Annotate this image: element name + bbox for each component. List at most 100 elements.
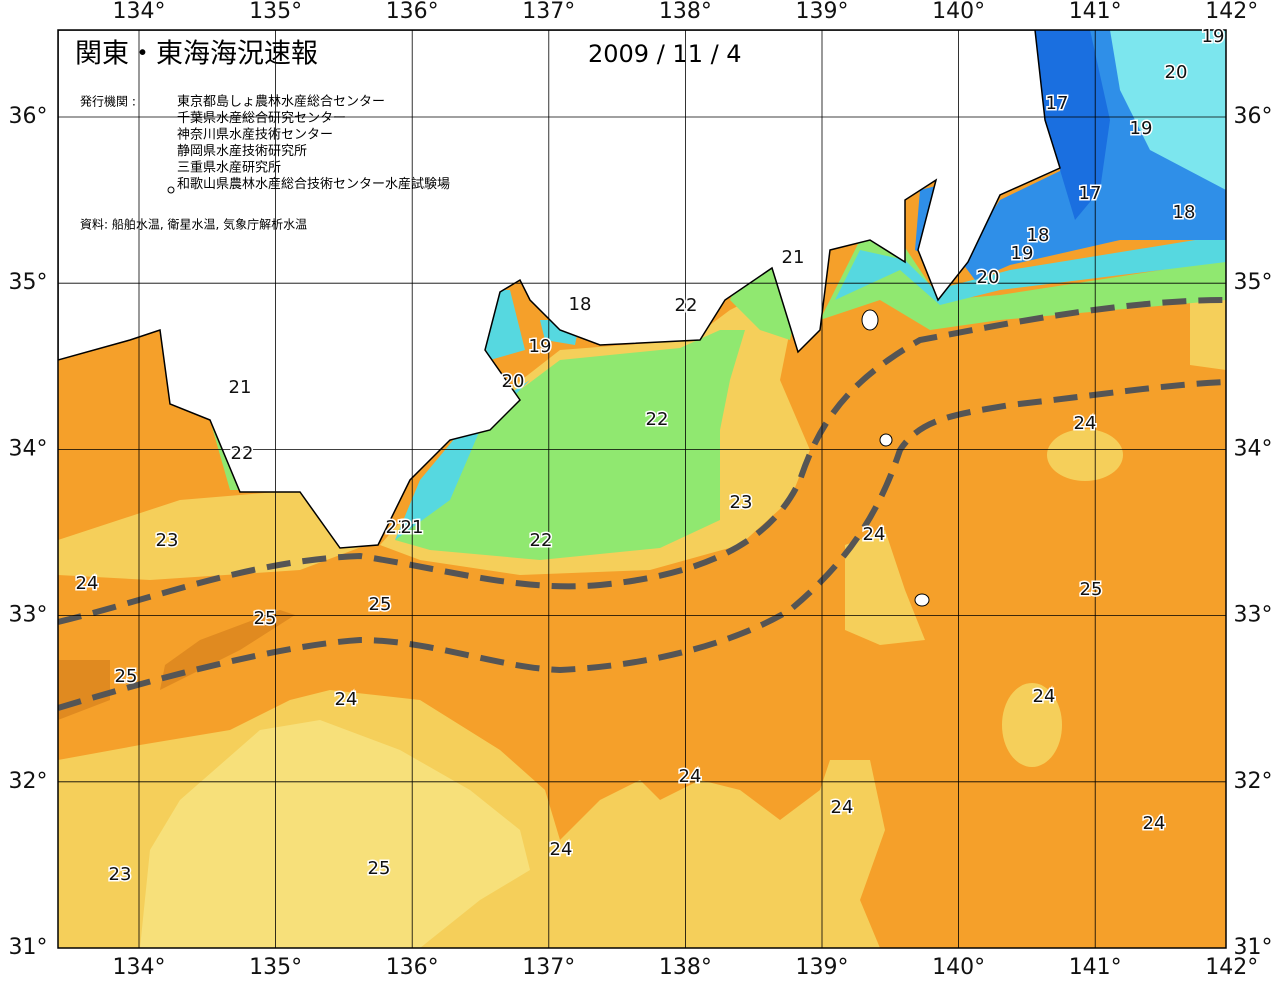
- isotherm-label: 24: [1143, 813, 1166, 834]
- agency: 三重県水産研究所: [177, 160, 281, 176]
- lon-label: 142°: [1205, 0, 1258, 24]
- lon-label: 141°: [1069, 955, 1122, 980]
- islands: [861, 309, 930, 607]
- agencies-label: 発行機関 :: [80, 94, 136, 109]
- lon-label: 138°: [659, 0, 712, 24]
- lat-label: 34°: [9, 436, 48, 461]
- isotherm-label: 18: [569, 294, 592, 315]
- isotherm-label: 19: [529, 336, 552, 357]
- isotherm-label: 24: [679, 766, 702, 787]
- sea-25: [58, 610, 295, 720]
- isotherm-label: 24: [831, 797, 854, 818]
- lon-label: 137°: [522, 0, 575, 24]
- isotherm-label: 17: [1046, 93, 1069, 114]
- isotherm-label: 21: [229, 377, 252, 398]
- isotherm-label: 25: [254, 608, 277, 629]
- sea-17: [1035, 30, 1110, 220]
- sea-22-23: [140, 720, 530, 948]
- sea-23: [1190, 300, 1226, 370]
- isotherm-label: 24: [335, 689, 358, 710]
- lon-label: 139°: [796, 955, 849, 980]
- isotherm-label: 21: [386, 517, 409, 538]
- lat-label: 32°: [9, 769, 48, 794]
- lat-label: 34°: [1234, 436, 1273, 461]
- map-frame: [57, 29, 1227, 949]
- lon-label: 137°: [522, 955, 575, 980]
- isotherm-label: 22: [675, 295, 698, 316]
- lon-label: 134°: [113, 955, 166, 980]
- agency: 神奈川県水産技術センター: [177, 127, 333, 143]
- isotherm-label: 20: [502, 371, 525, 392]
- isotherm-label: 18: [1173, 202, 1196, 223]
- isotherm-label: 24: [76, 573, 99, 594]
- sea-21: [820, 240, 1226, 330]
- sea-19: [475, 290, 580, 360]
- lat-label: 31°: [1234, 935, 1273, 960]
- lat-label: 36°: [1234, 104, 1273, 129]
- map-area: [58, 30, 1226, 948]
- sea-22: [395, 330, 745, 560]
- isotherm-label: 19: [1202, 26, 1225, 47]
- isotherm-label: 22: [646, 409, 669, 430]
- lon-label: 142°: [1205, 955, 1258, 980]
- lat-label: 33°: [1234, 603, 1273, 628]
- isotherm-label: 19: [1011, 243, 1034, 264]
- isotherm-label: 20: [1165, 62, 1188, 83]
- isotherm-label: 24: [863, 524, 886, 545]
- isotherm-label: 19: [1130, 118, 1153, 139]
- isotherm-label: 25: [369, 594, 392, 615]
- sea-23: [845, 530, 925, 645]
- lon-label: 135°: [249, 955, 302, 980]
- lon-label: 140°: [932, 955, 985, 980]
- map-date: 2009 / 11 / 4: [588, 40, 742, 68]
- sea-23: [1047, 429, 1123, 481]
- agency: 東京都島しょ農林水産総合センター: [177, 94, 385, 110]
- lon-label: 140°: [932, 0, 985, 24]
- kuroshio-axis: [58, 297, 1226, 625]
- agency: 和歌山県農林水産総合技術センター水産試験場: [177, 176, 450, 192]
- lon-label: 136°: [386, 955, 439, 980]
- isotherm-label: 18: [1027, 225, 1050, 246]
- isotherm-label: 25: [115, 666, 138, 687]
- isotherm-label: 24: [1074, 413, 1097, 434]
- agency: 千葉県水産総合研究センター: [177, 110, 346, 126]
- agency: 静岡県水産技術研究所: [177, 143, 307, 159]
- lat-label: 35°: [9, 270, 48, 295]
- sea-23: [58, 490, 380, 580]
- sea-19: [1110, 30, 1226, 190]
- lat-label: 31°: [9, 935, 48, 960]
- sea-20: [835, 235, 1226, 305]
- isotherm-label: 17: [1079, 183, 1102, 204]
- isotherm-label: 22: [530, 530, 553, 551]
- lon-label: 141°: [1069, 0, 1122, 24]
- isotherm-label: 23: [730, 492, 753, 513]
- lat-label: 32°: [1234, 769, 1273, 794]
- lon-label: 138°: [659, 955, 712, 980]
- isotherm-label: 23: [109, 864, 132, 885]
- land-and-no-data: [58, 30, 1061, 549]
- lon-label: 135°: [249, 0, 302, 24]
- lon-label: 139°: [796, 0, 849, 24]
- map-title: 関東・東海海況速報: [75, 39, 318, 70]
- labels: 東京都島しょ農林水産総合センター千葉県水産総合研究センター神奈川県水産技術センタ…: [9, 0, 1273, 980]
- isotherm-label: 21: [782, 247, 805, 268]
- kuroshio-axis: [58, 379, 1226, 711]
- sea-20: [395, 360, 560, 540]
- graticule: [58, 30, 1226, 948]
- isotherm-label: 25: [1080, 579, 1103, 600]
- isotherm-label: 23: [156, 530, 179, 551]
- isotherm-label: 21: [401, 517, 424, 538]
- isotherm-label: 24: [550, 839, 573, 860]
- isotherm-label: 20: [977, 267, 1000, 288]
- marker: [167, 186, 175, 194]
- isotherm-label: 25: [368, 858, 391, 879]
- lon-label: 136°: [386, 0, 439, 24]
- source-note: 資料: 船舶水温, 衛星水温, 気象庁解析水温: [80, 217, 307, 232]
- isotherm-label: 24: [1033, 686, 1056, 707]
- lat-label: 33°: [9, 603, 48, 628]
- lon-label: 134°: [113, 0, 166, 24]
- lat-label: 35°: [1234, 270, 1273, 295]
- sea-23: [1002, 683, 1062, 767]
- isotherm-label: 22: [231, 443, 254, 464]
